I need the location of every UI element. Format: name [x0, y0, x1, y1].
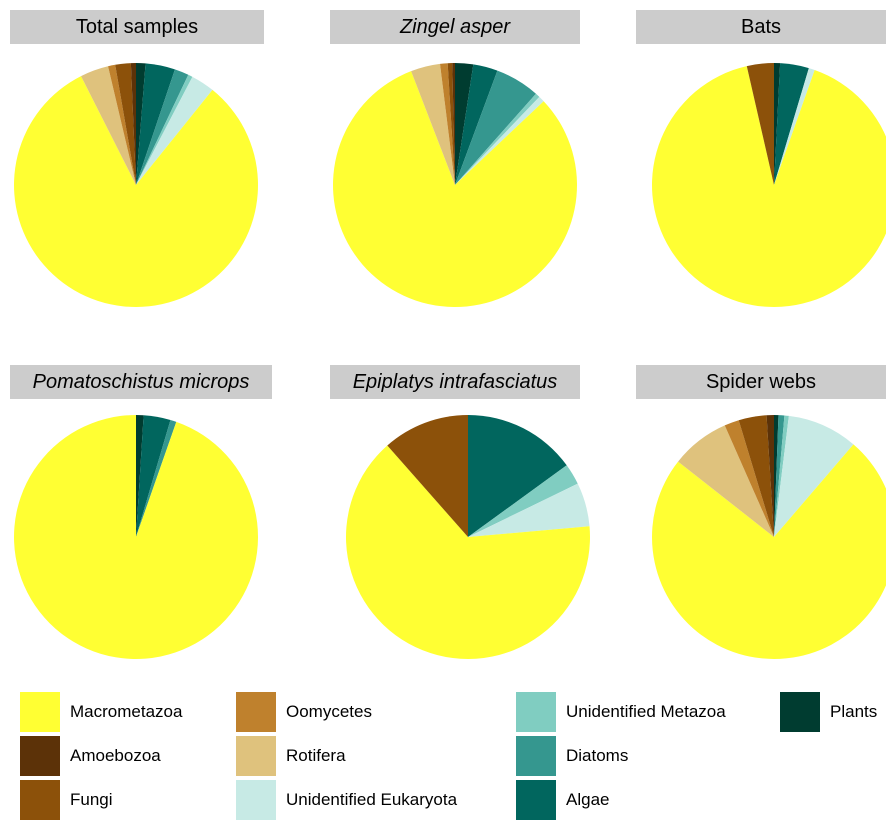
pie-slice-plants	[136, 415, 144, 537]
pie-slice-algae	[774, 63, 809, 185]
legend-item-macrometazoa: Macrometazoa	[20, 692, 182, 732]
legend-label: Fungi	[70, 790, 113, 809]
pie-slice-plants	[774, 414, 779, 537]
legend-item-oomycetes: Oomycetes	[236, 692, 372, 732]
pie-slice-unidentified-metazoa	[136, 74, 193, 185]
pie-slice-fungi	[447, 63, 455, 185]
pie-slice-algae	[455, 64, 498, 185]
pie-slice-diatoms	[136, 419, 177, 537]
legend-swatch	[516, 692, 556, 732]
panel-title-spider-webs: Spider webs	[636, 365, 886, 399]
pie-slice-fungi	[115, 63, 136, 185]
legend-label: Unidentified Metazoa	[566, 702, 726, 721]
pie-charts-canvas	[14, 62, 886, 660]
pie-slice-unidentified-eukaryota	[455, 96, 544, 185]
pie-slice-amoebozoa	[452, 62, 455, 185]
pie-slice-unidentified-metazoa	[468, 465, 578, 537]
pie-slice-macrometazoa	[346, 445, 591, 660]
panel-title-bats: Bats	[636, 10, 886, 44]
legend-item-amoebozoa: Amoebozoa	[20, 736, 161, 776]
panel-title-pomatoschistus-microps: Pomatoschistus microps	[10, 365, 272, 399]
legend-label: Macrometazoa	[70, 702, 183, 721]
legend-label: Oomycetes	[286, 702, 372, 721]
pie-slice-unidentified-eukaryota	[774, 68, 815, 185]
legend-label: Diatoms	[566, 746, 629, 765]
pie-slice-algae	[468, 415, 567, 537]
pie-slice-plants	[136, 63, 146, 185]
pie-slice-macrometazoa	[332, 71, 577, 308]
pie-slice-unidentified-metazoa	[774, 415, 789, 537]
pie-slice-amoebozoa	[130, 63, 136, 185]
pie-slice-unidentified-eukaryota	[136, 76, 213, 185]
legend-label: Algae	[566, 790, 610, 809]
pie-slice-macrometazoa	[14, 415, 259, 659]
pie-slice-diatoms	[774, 415, 785, 537]
legend-item-fungi: Fungi	[20, 780, 113, 820]
pie-slice-unidentified-eukaryota	[468, 483, 590, 537]
pie-slice-diatoms	[136, 69, 189, 185]
pie-slice-macrometazoa	[652, 444, 886, 659]
legend-item-unidentified-metazoa: Unidentified Metazoa	[516, 692, 726, 732]
legend-item-diatoms: Diatoms	[516, 736, 628, 776]
panel-title-epiplatys-intrafasciatus: Epiplatys intrafasciatus	[330, 365, 580, 399]
legend-label: Amoebozoa	[70, 746, 161, 765]
pie-slice-unidentified-eukaryota	[774, 415, 854, 537]
pie-slice-fungi	[738, 415, 774, 537]
legend-swatch	[516, 780, 556, 820]
pie-slice-rotifera	[678, 425, 774, 537]
panel-title-total-samples: Total samples	[10, 10, 264, 44]
pie-slice-algae	[136, 415, 171, 537]
legend-label: Unidentified Eukaryota	[286, 790, 458, 809]
pie-slice-amoebozoa	[766, 415, 774, 537]
legend-swatch	[236, 736, 276, 776]
pie-slice-fungi	[746, 63, 774, 185]
pie-slice-rotifera	[81, 66, 136, 185]
legend-item-rotifera: Rotifera	[236, 736, 346, 776]
legend-swatch	[20, 692, 60, 732]
pie-slice-fungi	[387, 415, 468, 537]
legend-swatch	[236, 780, 276, 820]
pie-slice-oomycetes	[108, 64, 136, 185]
panel-title-zingel-asper: Zingel asper	[330, 10, 580, 44]
pie-slice-algae	[136, 63, 175, 185]
legend-item-unidentified-eukaryota: Unidentified Eukaryota	[236, 780, 457, 820]
legend-item-plants: Plants	[780, 692, 877, 732]
pie-slice-diatoms	[455, 70, 536, 185]
pie-slice-unidentified-metazoa	[455, 93, 540, 185]
legend-swatch	[516, 736, 556, 776]
legend-item-algae: Algae	[516, 780, 609, 820]
pie-slice-oomycetes	[440, 63, 455, 185]
legend-swatch	[780, 692, 820, 732]
legend-label: Plants	[830, 702, 878, 721]
legend-swatch	[236, 692, 276, 732]
pie-slice-macrometazoa	[14, 76, 259, 307]
legend-swatch	[20, 736, 60, 776]
pie-slice-plants	[774, 62, 781, 186]
pie-slice-oomycetes	[724, 420, 774, 537]
pie-slice-plants	[455, 62, 474, 185]
pie-slice-macrometazoa	[652, 66, 886, 307]
legend-swatch	[20, 780, 60, 820]
legend-label: Rotifera	[286, 746, 346, 765]
pie-slice-rotifera	[411, 63, 455, 185]
